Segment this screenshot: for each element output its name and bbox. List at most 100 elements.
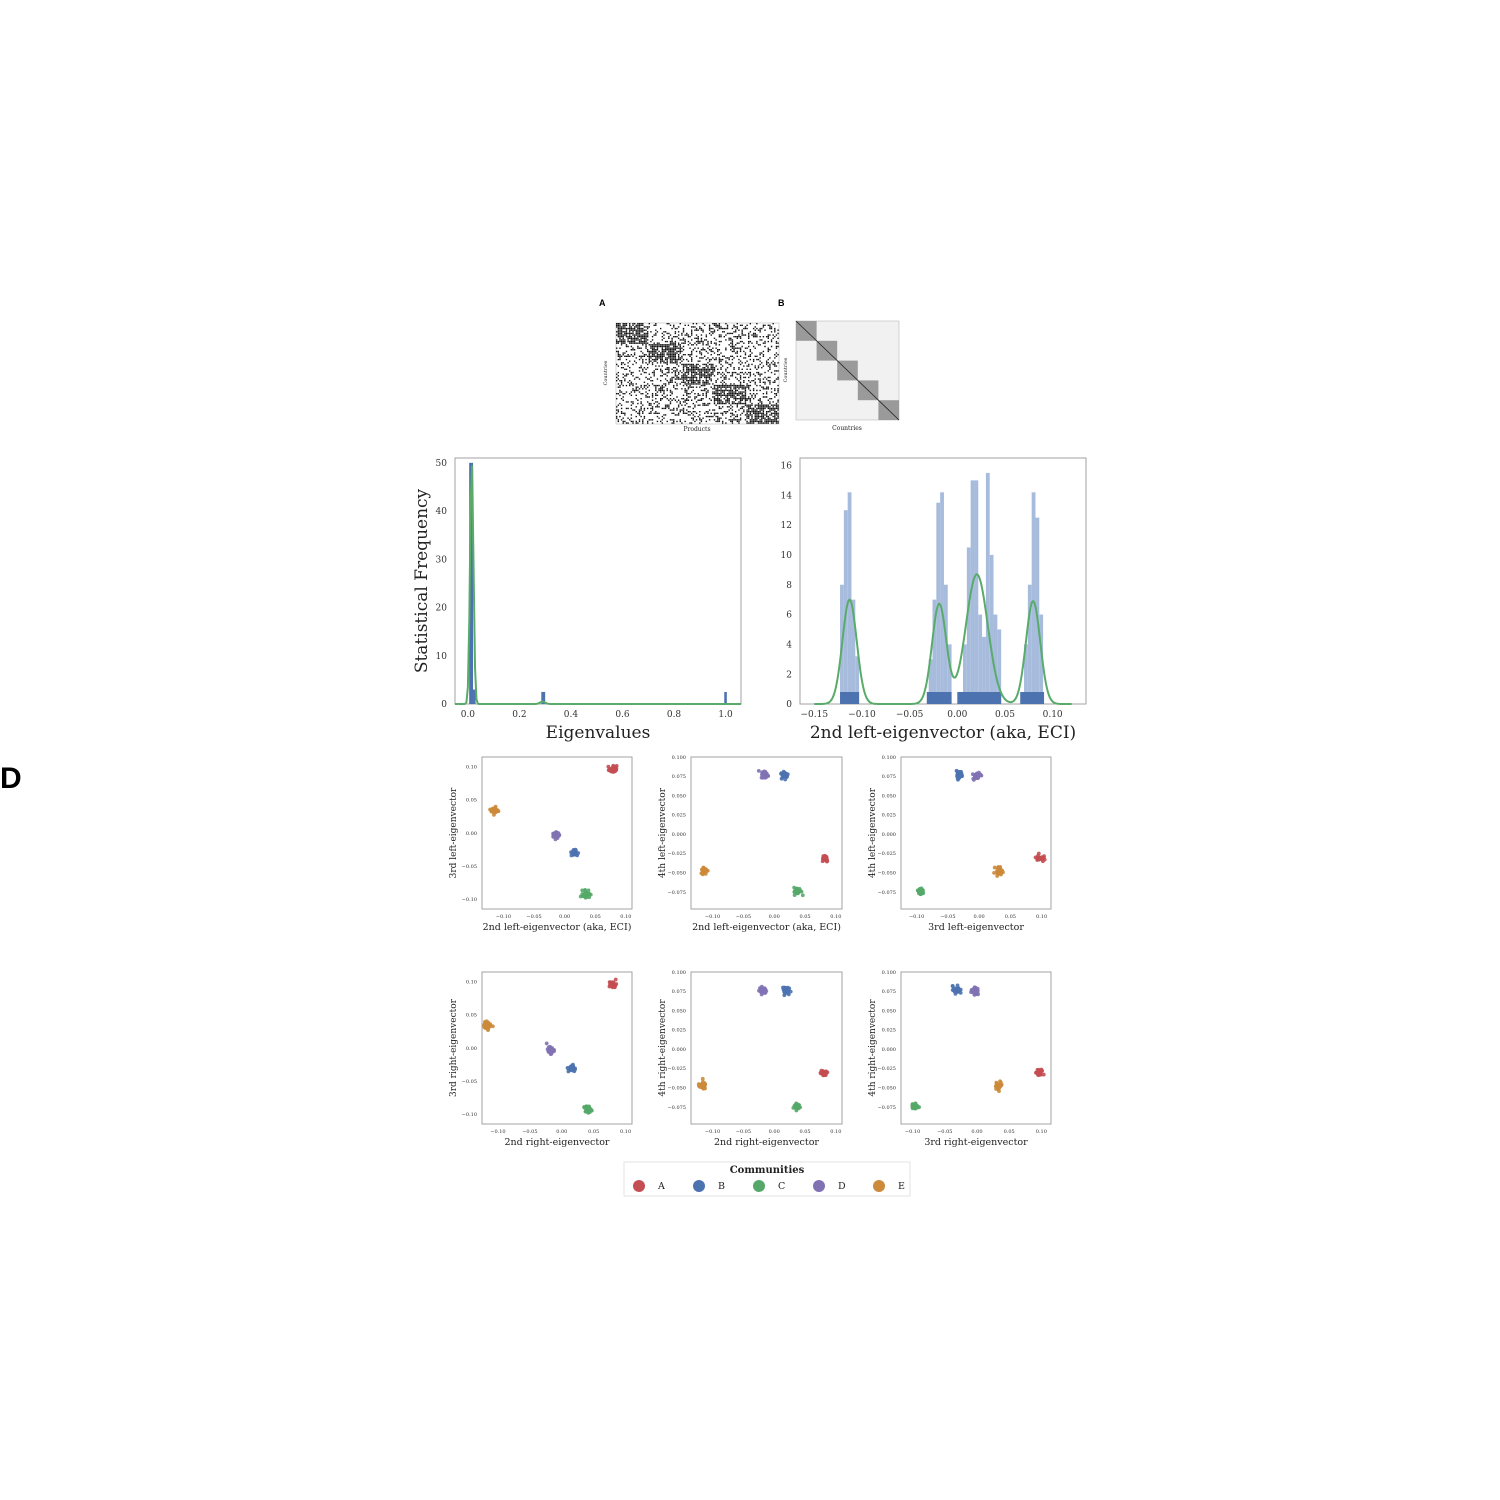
y-tick-label: 0.100 [882, 755, 896, 761]
matrix-a: Countries Products [603, 322, 780, 433]
scatter-point [1038, 1069, 1042, 1074]
histogram-bar [851, 599, 856, 704]
cluster-E [482, 1019, 495, 1033]
x-tick-label: 0.05 [799, 1129, 810, 1135]
legend-label-E: E [898, 1181, 905, 1192]
x-tick-label: 0.10 [830, 914, 841, 920]
y-tick-label: 0.000 [672, 832, 686, 838]
matrix-a-xlabel: Products [683, 426, 710, 433]
scatter-point [763, 769, 768, 774]
x-tick-label: −0.10 [705, 914, 720, 920]
y-tick-label: 0.025 [672, 1028, 686, 1034]
x-tick-label: 0.6 [615, 710, 630, 720]
x-tick-label: −0.10 [496, 914, 511, 920]
legend-marker-C [753, 1180, 765, 1192]
y-tick-label: 4 [786, 641, 792, 651]
legend-label-A: A [657, 1181, 665, 1192]
histogram-bar [966, 547, 971, 704]
y-tick-label: −0.075 [877, 1105, 896, 1111]
histogram-bar [1024, 644, 1028, 704]
x-tick-label: −0.05 [937, 1129, 952, 1135]
y-tick-label: 8 [786, 581, 792, 591]
y-tick-label: 0.025 [882, 813, 896, 819]
cluster-A [820, 853, 830, 864]
y-tick-label: −0.075 [667, 890, 686, 896]
cluster-B [954, 768, 964, 782]
y-axis-label: 4th right-eigenvector [658, 999, 668, 1097]
scatter-point [549, 1048, 554, 1053]
legend-marker-B [693, 1180, 705, 1192]
x-tick-label: 0.10 [830, 1129, 841, 1135]
y-tick-label: 0.075 [672, 989, 686, 995]
legend-title: Communities [730, 1165, 805, 1176]
scatter-point [606, 764, 611, 769]
scatter-point [973, 990, 978, 995]
legend-marker-A [633, 1180, 645, 1192]
x-tick-label: 0.00 [971, 1129, 982, 1135]
x-tick-label: 0.05 [799, 914, 810, 920]
cluster-C [582, 1104, 594, 1115]
cluster-E [993, 1079, 1004, 1093]
y-tick-label: 0.050 [672, 793, 686, 799]
scatter-point [699, 1085, 704, 1090]
y-tick-label: 12 [781, 521, 792, 531]
scatter-point [611, 982, 616, 987]
y-tick-label: 10 [781, 551, 793, 561]
scatter-point [919, 892, 923, 897]
scatter-point [995, 870, 1000, 875]
x-tick-label: −0.05 [736, 1129, 751, 1135]
cluster-B [779, 769, 790, 782]
y-axis-label: Statistical Frequency [412, 488, 432, 673]
scatter-point [759, 988, 764, 993]
scatter-point [996, 1085, 1001, 1090]
x-tick-label: 0.2 [512, 710, 526, 720]
cluster-D [969, 985, 980, 997]
scatter-point [954, 768, 959, 773]
y-axis-label: 4th right-eigenvector [868, 999, 878, 1097]
y-tick-label: 40 [436, 507, 448, 517]
histogram-bar [974, 480, 979, 704]
x-tick-label: −0.15 [801, 710, 829, 720]
scatter-point [572, 850, 577, 855]
scatter-point [490, 1024, 495, 1029]
x-tick-label: 0.0 [461, 710, 476, 720]
x-tick-label: 0.05 [1004, 1129, 1015, 1135]
scatter-point [491, 806, 495, 811]
y-tick-label: 0 [786, 700, 792, 710]
scatter-point [1033, 855, 1038, 860]
panel-label-b: B [778, 298, 785, 308]
scatter-point [700, 872, 705, 877]
x-tick-label: 0.05 [588, 1129, 599, 1135]
scatter-point [1036, 851, 1041, 856]
x-tick-label: −0.10 [705, 1129, 720, 1135]
x-axis-label: 2nd right-eigenvector [505, 1137, 610, 1148]
x-tick-label: 0.00 [947, 710, 967, 720]
matrix-b-cells [795, 320, 900, 421]
x-axis-label: 3rd right-eigenvector [924, 1137, 1028, 1148]
scatter-point [612, 769, 616, 774]
scatter-point [584, 895, 589, 899]
x-tick-label: 1.0 [718, 710, 733, 720]
cluster-D [551, 830, 562, 842]
scatter-point [824, 857, 829, 861]
cluster-B [565, 1062, 578, 1074]
cluster-C [910, 1101, 922, 1111]
x-tick-label: −0.10 [905, 1129, 920, 1135]
histogram-bar [997, 629, 1002, 704]
cluster-B [569, 847, 581, 858]
matrix-a-ylabel: Countries [603, 360, 609, 385]
cluster-C [792, 885, 805, 898]
y-tick-label: 0.075 [882, 989, 896, 995]
y-tick-label: 50 [436, 459, 448, 469]
histogram-bar [928, 659, 933, 704]
x-axis-label: 2nd left-eigenvector (aka, ECI) [483, 922, 632, 933]
x-tick-label: 0.00 [559, 914, 570, 920]
y-tick-label: 0.000 [882, 1047, 896, 1053]
scatter-point [573, 1067, 577, 1072]
cluster-D [756, 768, 771, 780]
kde-curve [455, 465, 741, 705]
y-tick-label: 0 [441, 700, 447, 710]
scatter-point [570, 1066, 574, 1070]
y-tick-label: 0.000 [882, 832, 896, 838]
